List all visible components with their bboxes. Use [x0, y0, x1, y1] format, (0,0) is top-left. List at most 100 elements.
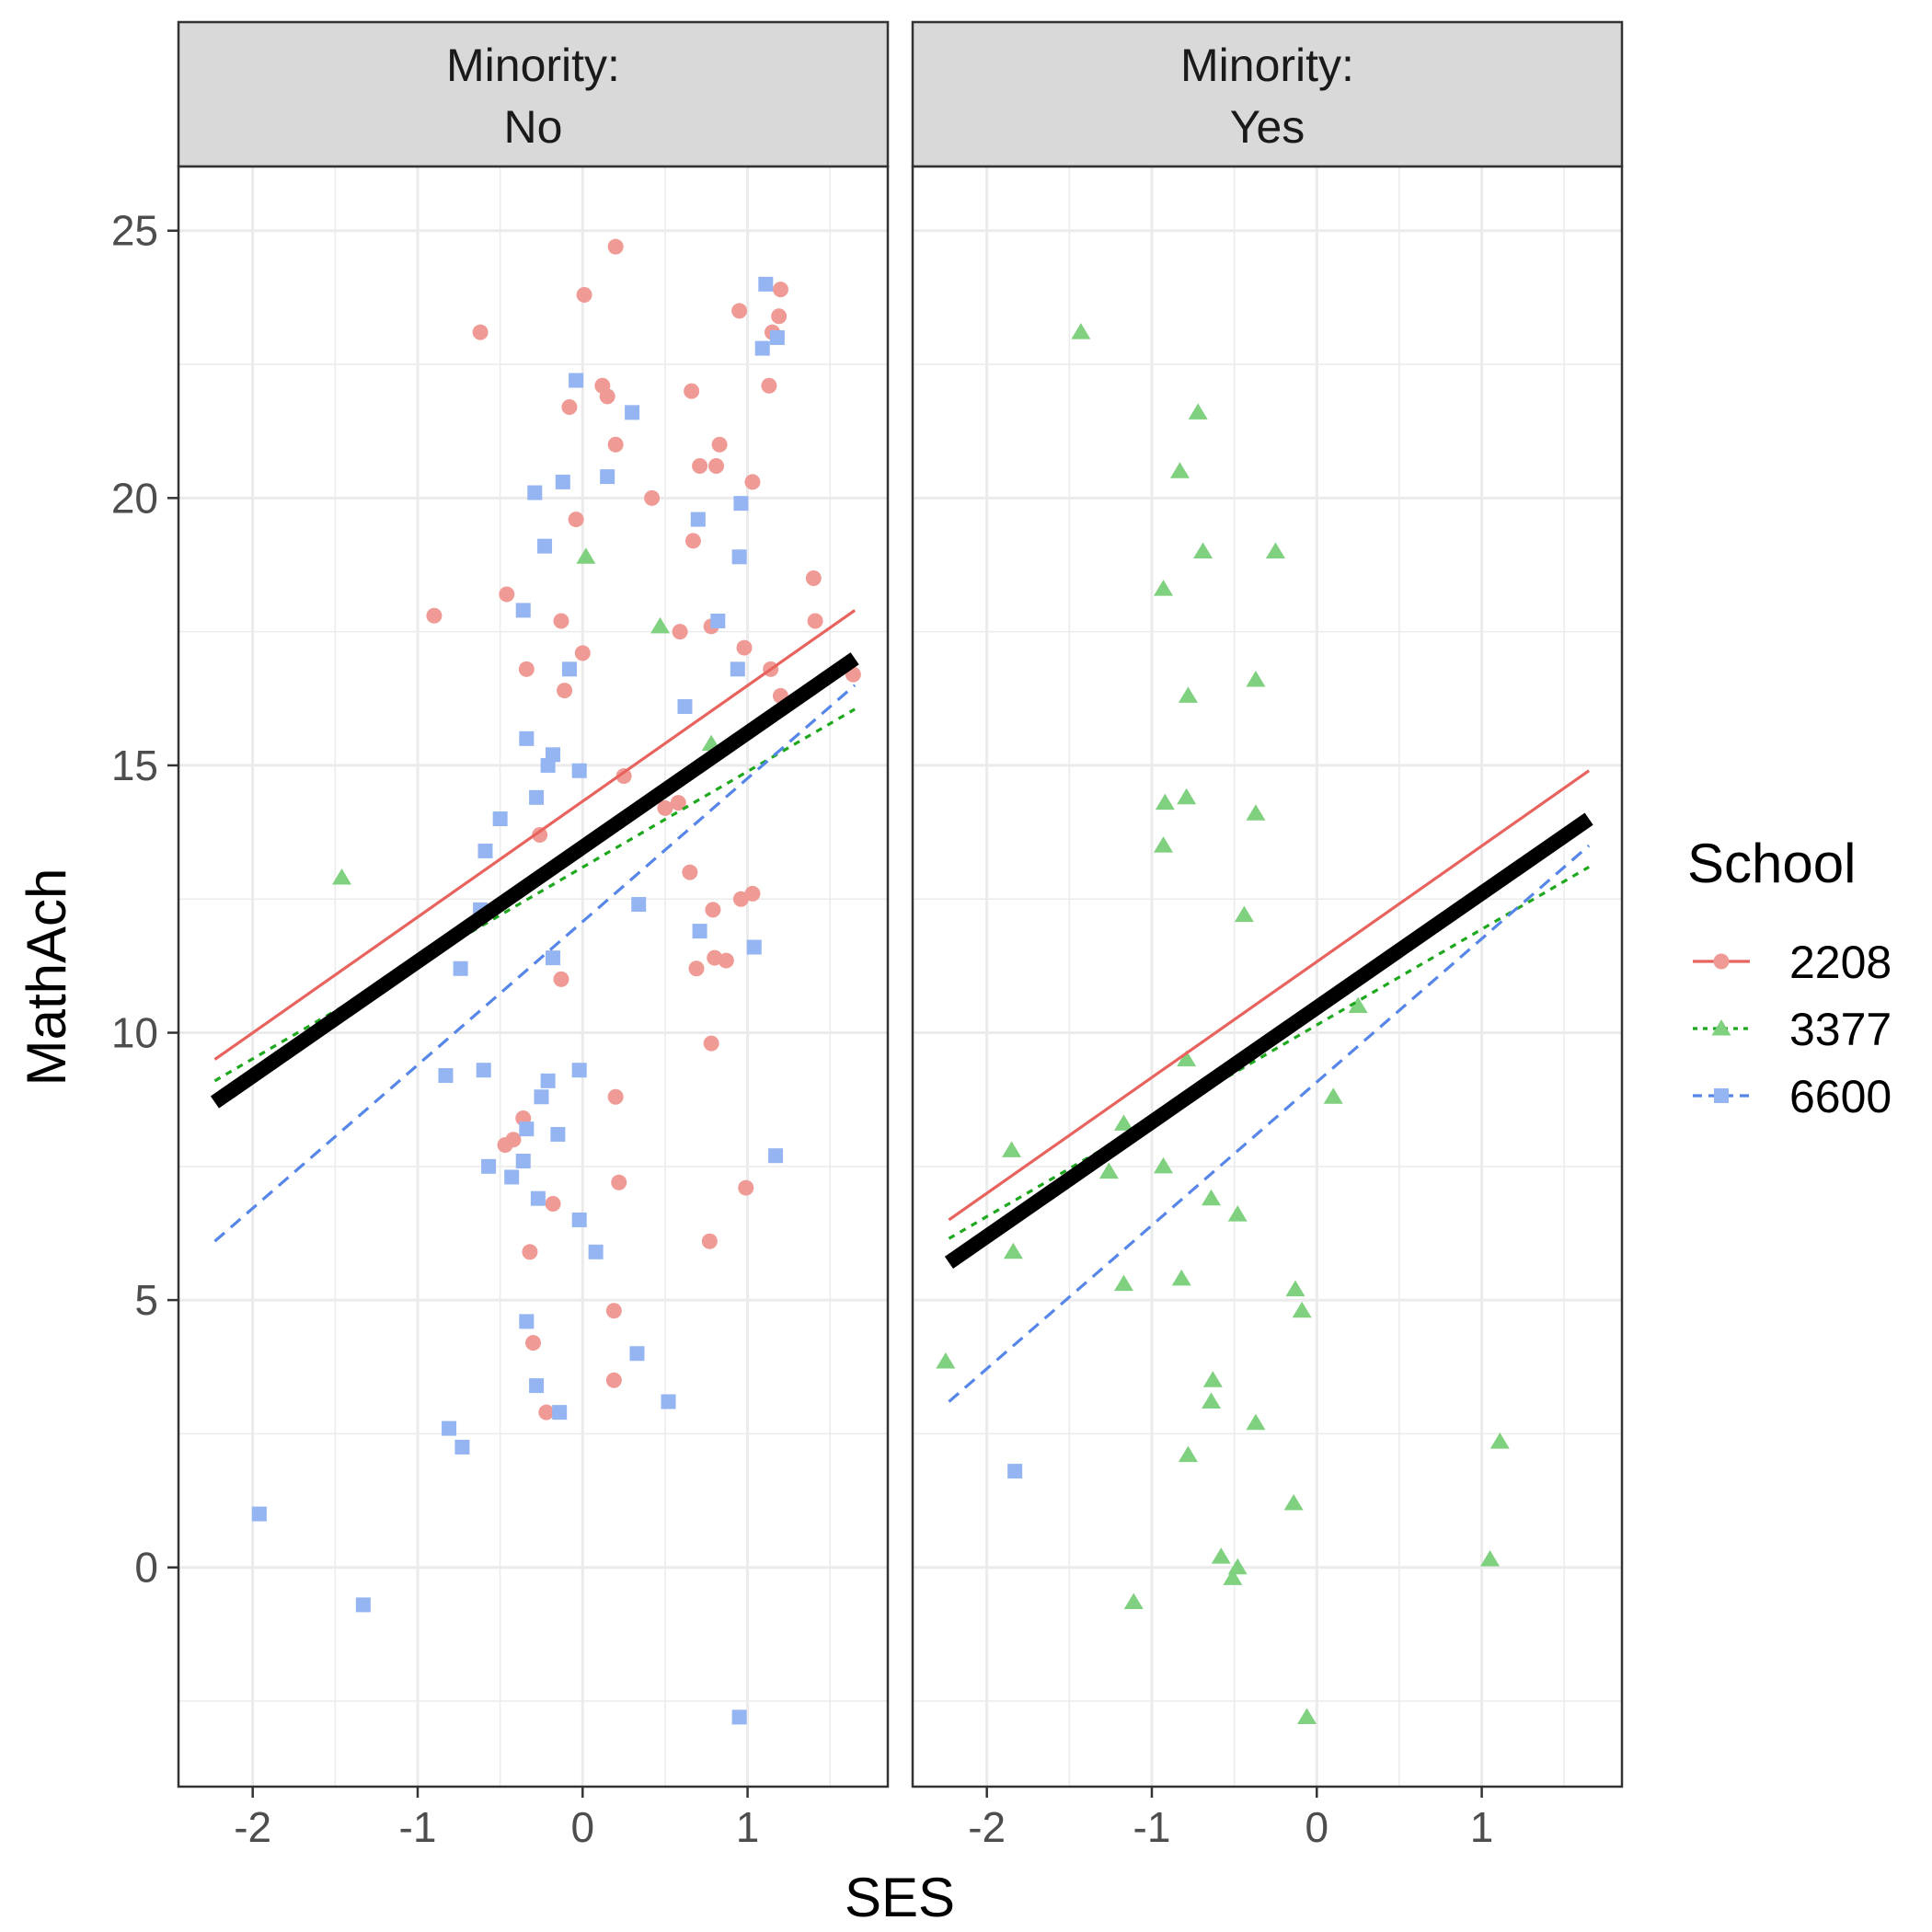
panel-background — [178, 167, 888, 1787]
data-point-school-3377 — [332, 868, 352, 885]
data-point-school-6600 — [661, 1394, 676, 1409]
data-point-school-3377 — [1123, 1593, 1144, 1609]
data-point-school-6600 — [453, 960, 468, 976]
data-point-school-3377 — [1155, 793, 1175, 811]
data-point-school-2208 — [532, 826, 548, 843]
data-point-school-2208 — [472, 324, 489, 340]
data-point-school-3377 — [576, 547, 596, 564]
data-point-school-6600 — [454, 1439, 470, 1455]
data-point-school-6600 — [519, 1314, 535, 1329]
data-point-school-3377 — [1003, 1242, 1023, 1259]
data-point-school-2208 — [615, 768, 632, 785]
x-tick-label: -1 — [1133, 1803, 1171, 1851]
data-point-school-3377 — [1098, 1162, 1119, 1179]
data-point-school-2208 — [538, 1404, 555, 1420]
data-point-school-6600 — [540, 1073, 556, 1088]
data-point-school-6600 — [515, 603, 531, 618]
data-point-school-2208 — [605, 1303, 622, 1319]
data-point-school-6600 — [355, 1597, 371, 1613]
data-point-school-2208 — [731, 303, 748, 319]
data-point-school-3377 — [1177, 1050, 1197, 1067]
data-point-school-6600 — [546, 950, 561, 966]
data-point-school-6600 — [540, 757, 556, 773]
panel-background — [913, 167, 1622, 1787]
legend-marker-6600 — [1714, 1088, 1729, 1103]
data-point-school-2208 — [684, 383, 700, 399]
data-point-school-6600 — [629, 1346, 645, 1362]
data-point-school-6600 — [550, 1126, 566, 1142]
data-point-school-2208 — [711, 436, 728, 453]
fit-lines — [944, 769, 1593, 1403]
data-point-school-2208 — [497, 1137, 513, 1154]
data-point-school-2208 — [761, 377, 777, 394]
x-tick-label: 1 — [1470, 1803, 1494, 1851]
data-point-school-6600 — [631, 897, 647, 913]
data-point-school-3377 — [1297, 1708, 1317, 1724]
data-point-school-2208 — [732, 891, 749, 907]
data-point-school-2208 — [701, 1233, 718, 1249]
panel-minority-no: Minority: No — [177, 20, 890, 1788]
data-point-school-2208 — [605, 1372, 622, 1388]
data-point-school-6600 — [251, 1506, 267, 1522]
y-axis: 0 5 10 15 20 25 — [111, 207, 178, 1592]
data-point-school-3377 — [1489, 1432, 1510, 1449]
data-point-school-2208 — [688, 960, 705, 977]
panel-minority-yes: Minority: Yes — [911, 20, 1624, 1788]
data-point-school-3377 — [1202, 1189, 1222, 1206]
data-point-school-6600 — [438, 1068, 454, 1084]
data-point-school-3377 — [1177, 788, 1197, 805]
x-axis-title: SES — [845, 1867, 955, 1928]
data-point-school-2208 — [682, 864, 698, 880]
data-point-school-2208 — [607, 1088, 624, 1105]
data-point-school-2208 — [426, 607, 443, 624]
data-point-school-6600 — [519, 1121, 535, 1137]
data-point-school-6600 — [746, 939, 762, 955]
data-points — [936, 323, 1510, 1724]
legend-marker-2208 — [1713, 953, 1730, 970]
data-point-school-6600 — [600, 469, 615, 485]
strip-label-line2: No — [504, 101, 563, 153]
data-point-school-3377 — [1193, 542, 1213, 558]
data-point-school-2208 — [607, 238, 624, 255]
data-point-school-3377 — [1154, 1156, 1174, 1174]
data-point-school-3377 — [1171, 1269, 1191, 1286]
data-point-school-6600 — [731, 1709, 747, 1725]
y-tick-label: 5 — [134, 1276, 158, 1324]
fit-line-school-6600 — [213, 684, 857, 1243]
data-point-school-2208 — [805, 570, 822, 587]
data-point-school-2208 — [561, 399, 578, 416]
y-tick-label: 0 — [134, 1544, 158, 1592]
data-point-school-6600 — [1007, 1464, 1023, 1479]
data-point-school-3377 — [1323, 1087, 1343, 1104]
data-point-school-2208 — [518, 661, 535, 677]
panel-border — [177, 165, 890, 1788]
data-point-school-6600 — [442, 1420, 457, 1436]
data-point-school-6600 — [530, 1190, 546, 1206]
data-point-school-6600 — [492, 811, 508, 827]
x-tick-label: 0 — [570, 1803, 594, 1851]
data-point-school-3377 — [1114, 1274, 1134, 1292]
legend-label-6600: 6600 — [1789, 1071, 1892, 1122]
data-point-school-2208 — [703, 1035, 719, 1052]
data-point-school-2208 — [545, 1196, 561, 1213]
data-point-school-2208 — [611, 1174, 627, 1190]
x-tick-label: -2 — [968, 1803, 1006, 1851]
data-point-school-3377 — [1002, 1141, 1022, 1157]
x-tick-label: -1 — [399, 1803, 437, 1851]
data-point-school-2208 — [553, 971, 569, 987]
data-point-school-6600 — [692, 924, 707, 939]
y-axis-title: MathAch — [16, 868, 77, 1087]
data-point-school-3377 — [1246, 670, 1266, 687]
data-point-school-6600 — [730, 661, 745, 677]
x-tick-label: -2 — [234, 1803, 271, 1851]
x-axis-panel-yes: -2 -1 0 1 — [968, 1787, 1493, 1851]
overall-fit-line — [210, 652, 859, 1109]
data-point-school-3377 — [936, 1351, 956, 1369]
x-axis-panel-no: -2 -1 0 1 — [234, 1787, 759, 1851]
data-point-school-2208 — [599, 388, 615, 405]
x-tick-label: 1 — [736, 1803, 760, 1851]
y-tick-label: 20 — [111, 474, 158, 522]
data-point-school-6600 — [529, 789, 545, 805]
